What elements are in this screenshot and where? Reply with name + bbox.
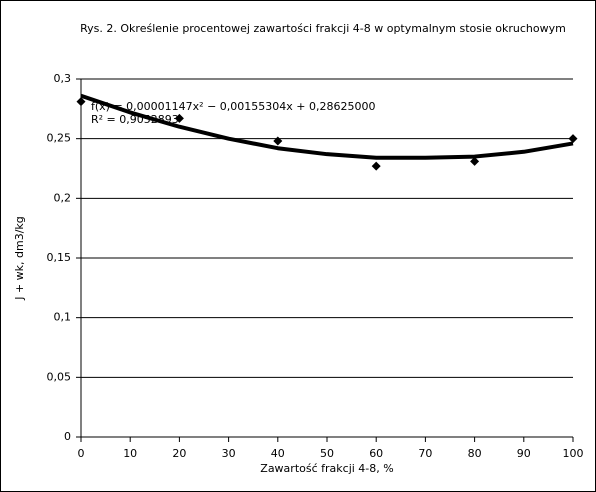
y-axis-label: J + wk, dm3/kg bbox=[13, 216, 26, 301]
annotation: R² = 0,9052893 bbox=[91, 113, 179, 126]
x-tick-label: 0 bbox=[78, 447, 85, 460]
data-point bbox=[273, 136, 283, 146]
x-tick-label: 30 bbox=[222, 447, 236, 460]
x-tick-label: 80 bbox=[468, 447, 482, 460]
x-tick-label: 70 bbox=[418, 447, 432, 460]
y-tick-label: 0,05 bbox=[47, 370, 72, 383]
annotation: f(x) = 0,00001147x² − 0,00155304x + 0,28… bbox=[91, 100, 375, 113]
x-axis-label: Zawartość frakcji 4-8, % bbox=[260, 462, 393, 475]
chart-title: Rys. 2. Określenie procentowej zawartośc… bbox=[80, 22, 566, 35]
y-tick-label: 0,15 bbox=[47, 251, 72, 264]
data-point bbox=[76, 97, 86, 107]
y-tick-label: 0,3 bbox=[54, 72, 72, 85]
y-tick-label: 0,1 bbox=[54, 311, 72, 324]
y-tick-label: 0,2 bbox=[54, 191, 72, 204]
data-point bbox=[568, 134, 578, 144]
x-tick-label: 10 bbox=[123, 447, 137, 460]
data-point bbox=[470, 156, 480, 166]
x-tick-label: 100 bbox=[563, 447, 584, 460]
data-point bbox=[371, 161, 381, 171]
data-point bbox=[174, 113, 184, 123]
trendline bbox=[80, 93, 574, 160]
y-tick-label: 0,25 bbox=[47, 132, 72, 145]
x-tick-label: 60 bbox=[369, 447, 383, 460]
x-tick-label: 40 bbox=[271, 447, 285, 460]
x-tick-label: 20 bbox=[172, 447, 186, 460]
y-tick-label: 0 bbox=[64, 430, 71, 443]
x-tick-label: 90 bbox=[517, 447, 531, 460]
x-tick-label: 50 bbox=[320, 447, 334, 460]
